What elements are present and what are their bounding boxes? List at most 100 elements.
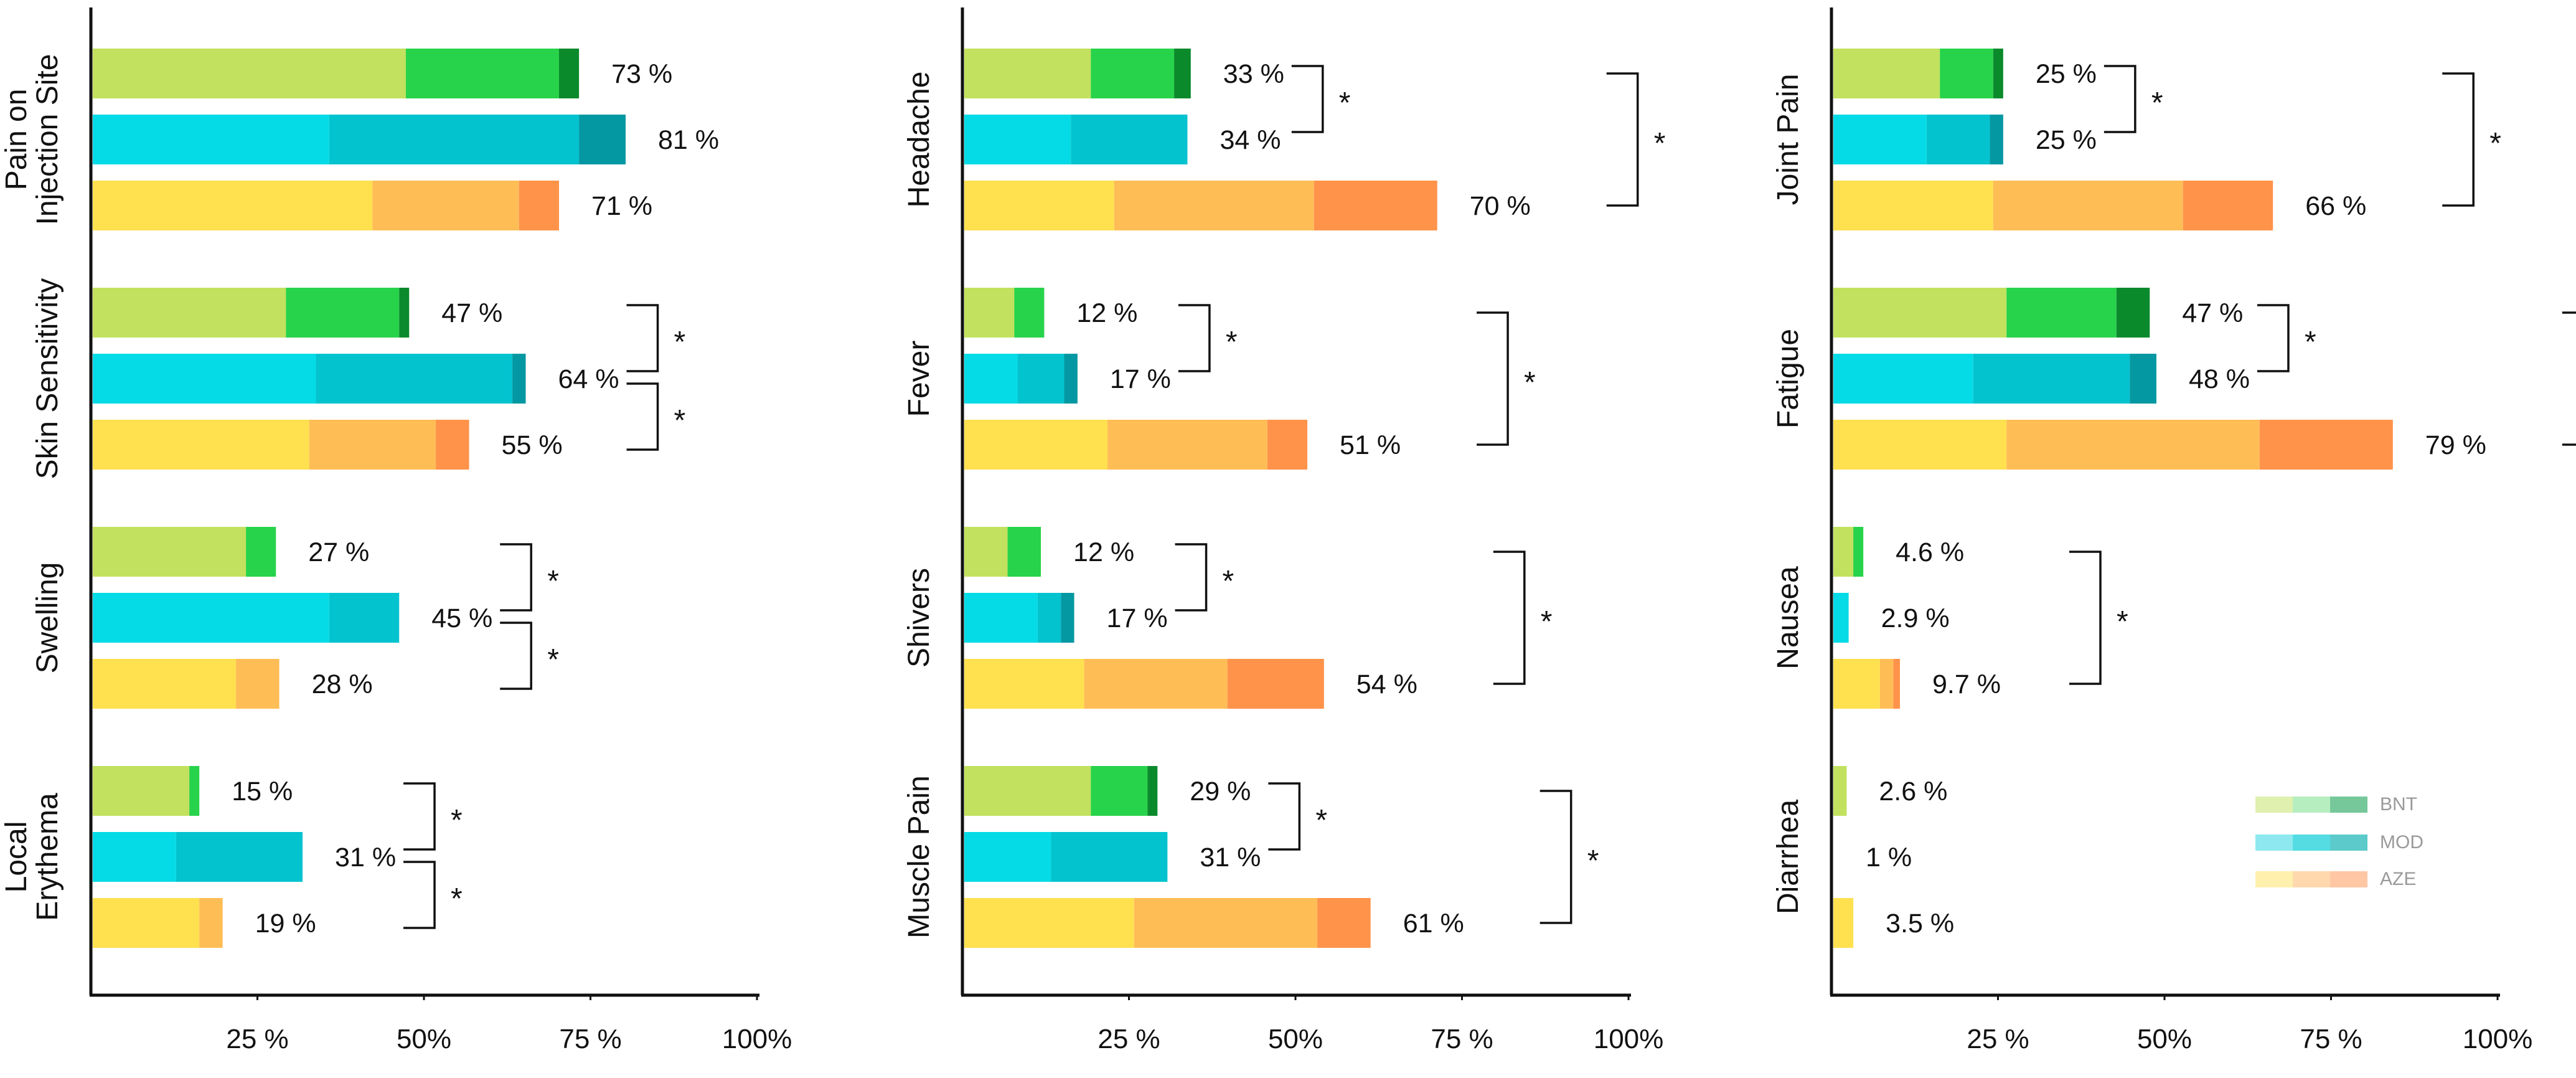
x-tick-label: 50% [2137, 1024, 2192, 1054]
category-label: LocalErythema [0, 793, 64, 921]
bar-segment-aze [1314, 181, 1437, 230]
bar-segment-mod [1061, 593, 1074, 643]
value-label: 1 % [1866, 843, 1912, 872]
significance-bracket [403, 861, 436, 929]
bar-segment-aze [93, 181, 373, 230]
bar-segment-aze [2183, 181, 2273, 230]
category-group: 27 % 45 % 28 % Swelling * * [31, 527, 559, 709]
category-label-line: Skin Sensitivity [31, 278, 64, 480]
bar-segment-aze [93, 898, 200, 948]
significance-bracket [1175, 543, 1208, 612]
legend-swatch-mod [2293, 835, 2330, 851]
bar-segment-aze [309, 420, 436, 470]
bar-segment-bnt [93, 766, 190, 816]
significance-bracket [1606, 72, 1639, 207]
significance-star: * [1541, 605, 1553, 638]
bar-segment-aze [199, 898, 223, 948]
x-tick-label: 50% [397, 1024, 451, 1054]
value-label: 47 % [441, 298, 502, 328]
value-label: 29 % [1190, 777, 1251, 806]
value-label: 9.7 % [1932, 669, 2001, 699]
bar-segment-mod [316, 354, 513, 404]
value-label: 17 % [1107, 603, 1168, 633]
bar-segment-bnt [964, 527, 1008, 577]
bar-segment-bnt [93, 527, 247, 577]
value-label: 34 % [1220, 125, 1281, 155]
category-label-line: Fatigue [1772, 329, 1805, 428]
bar-segment-mod [1064, 354, 1078, 404]
bar-segment-bnt [559, 49, 580, 98]
significance-bracket [626, 304, 659, 372]
x-tick-label: 100% [1594, 1024, 1664, 1054]
category-label-line: Erythema [31, 793, 64, 921]
bar-segment-bnt [2006, 288, 2117, 338]
legend-swatch-aze [2330, 871, 2367, 887]
bar-segment-bnt [1174, 49, 1191, 98]
significance-star: * [1587, 844, 1599, 877]
significance-bracket [500, 622, 532, 690]
value-label: 12 % [1076, 298, 1137, 328]
category-group: 2.6 % 1 % 3.5 % Diarrhea [1772, 766, 1954, 948]
significance-star: * [674, 326, 686, 359]
significance-star: * [674, 404, 686, 437]
value-label: 45 % [431, 603, 492, 633]
value-label: 31 % [1200, 843, 1261, 872]
value-label: 12 % [1073, 537, 1134, 567]
x-tick-label: 75 % [2300, 1024, 2362, 1054]
bar-segment-bnt [399, 288, 410, 338]
panel-2: 25 % 50% 75 % 100%33 %34 %70 %Headache **12 … [903, 7, 1665, 1054]
bar-segment-bnt [2116, 288, 2150, 338]
value-label: 71 % [591, 191, 652, 221]
category-label-line: Muscle Pain [903, 775, 936, 938]
bar-segment-mod [329, 593, 400, 643]
x-tick-label: 50% [1268, 1024, 1323, 1054]
bar-segment-aze [1833, 898, 1854, 948]
bar-segment-bnt [1007, 527, 1041, 577]
bar-segment-aze [1833, 420, 2007, 470]
category-label: Nausea [1772, 566, 1805, 669]
bar-segment-aze [1317, 898, 1371, 948]
significance-star: * [1339, 87, 1351, 120]
category-group: 4.6 % 2.9 % 9.7 % Nausea * [1772, 527, 2128, 709]
bar-segment-mod [1071, 115, 1188, 164]
significance-star: * [1654, 127, 1666, 160]
category-label-line: Pain on [0, 89, 33, 191]
bar-segment-aze [1227, 659, 1324, 709]
bar-segment-bnt [286, 288, 400, 338]
bar-segment-mod [964, 115, 1071, 164]
value-label: 2.9 % [1881, 603, 1950, 633]
x-tick-label: 75 % [1431, 1024, 1493, 1054]
category-group: 47 %48 %79 %Fatigue** [1772, 288, 2576, 470]
value-label: 55 % [502, 430, 563, 460]
category-label: Joint Pain [1772, 74, 1805, 206]
bar-segment-aze [2006, 420, 2260, 470]
bar-segment-mod [1017, 354, 1065, 404]
bar-segment-mod [1833, 115, 1927, 164]
bar-segment-bnt [1833, 288, 2007, 338]
significance-bracket [1178, 304, 1211, 372]
category-label: Fever [903, 341, 936, 417]
bar-segment-aze [93, 420, 309, 470]
bar-segment-aze [1833, 659, 1880, 709]
bar-segment-mod [93, 115, 329, 164]
category-group: 15 % 31 % 19 % LocalErythema * * [0, 766, 463, 948]
bar-segment-mod [93, 354, 316, 404]
legend-swatch-bnt [2255, 797, 2293, 813]
bar-segment-aze [2259, 420, 2393, 470]
bar-segment-bnt [93, 288, 286, 338]
x-tick-label: 75 % [559, 1024, 621, 1054]
category-label-line: Swelling [31, 562, 64, 674]
bar-segment-aze [372, 181, 519, 230]
category-label: Swelling [31, 562, 64, 674]
legend-swatch-mod [2255, 835, 2293, 851]
value-label: 31 % [335, 843, 396, 872]
bar-segment-mod [964, 593, 1038, 643]
significance-bracket [2562, 311, 2576, 446]
category-group: 29 % 31 % 61 % Muscle Pain * * [903, 766, 1599, 948]
legend-swatch-mod [2330, 835, 2367, 851]
bar-segment-bnt [405, 49, 559, 98]
legend-label: MOD [2380, 832, 2423, 853]
bar-segment-bnt [1091, 766, 1148, 816]
bar-segment-mod [1833, 354, 1973, 404]
